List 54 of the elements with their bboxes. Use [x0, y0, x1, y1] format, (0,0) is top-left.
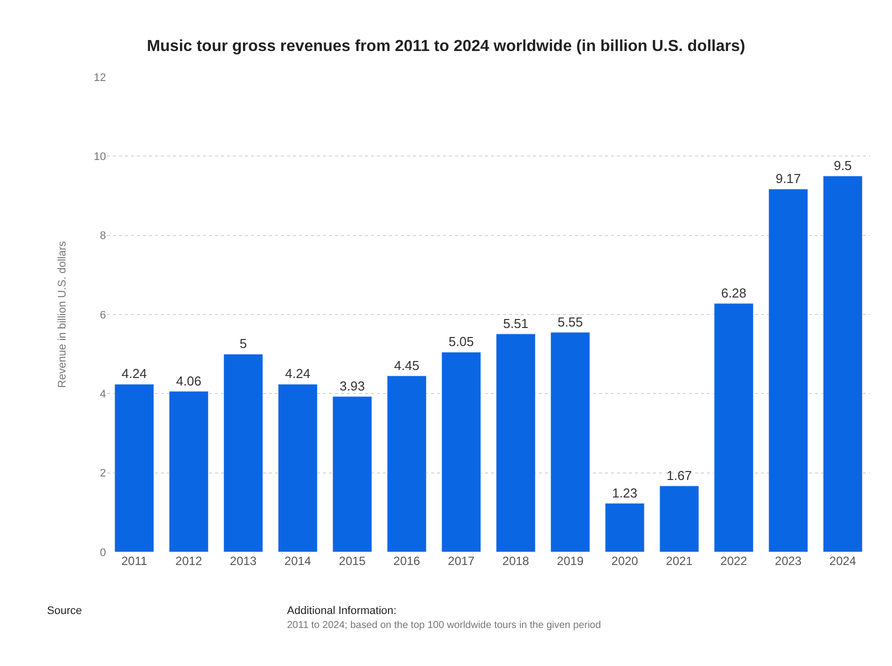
y-tick-label: 6 — [100, 309, 106, 322]
bar — [278, 384, 318, 552]
x-tick-label: 2019 — [556, 554, 584, 568]
data-label: 5.05 — [448, 334, 474, 350]
x-tick-label: 2017 — [448, 554, 475, 568]
x-tick-label: 2020 — [611, 554, 638, 568]
y-tick-label: 0 — [100, 546, 106, 559]
x-tick-label: 2013 — [230, 554, 257, 568]
data-label: 4.45 — [394, 358, 420, 373]
data-label: 4.24 — [285, 366, 310, 382]
bar — [332, 396, 372, 552]
x-tick-label: 2011 — [121, 554, 148, 568]
data-label: 1.67 — [666, 468, 692, 483]
y-tick-label: 12 — [94, 72, 106, 84]
data-label: 1.23 — [612, 485, 638, 500]
text: Source — [47, 605, 82, 617]
bar — [714, 303, 754, 552]
x-tick-label: 2012 — [175, 554, 202, 568]
text: Additional Information: — [287, 605, 396, 617]
bar — [822, 176, 863, 552]
x-tick-label: 2023 — [774, 554, 802, 568]
y-tick-label: 4 — [100, 388, 106, 401]
y-tick-label: 10 — [94, 151, 106, 164]
y-axis-title: Revenue in billion U.S. dollars — [56, 240, 68, 388]
data-label: 4.06 — [176, 373, 202, 388]
bar — [659, 486, 700, 552]
x-tick-label: 2022 — [720, 554, 748, 568]
data-label: 5.55 — [558, 314, 583, 330]
bar — [768, 188, 808, 552]
y-tick-label: 8 — [100, 230, 106, 242]
bar — [441, 352, 482, 552]
x-tick-label: 2024 — [829, 554, 856, 568]
bar — [496, 334, 536, 552]
bar — [386, 376, 427, 552]
data-label: 9.5 — [834, 158, 852, 173]
x-tick-label: 2021 — [666, 554, 693, 568]
bar — [168, 391, 209, 552]
bar — [114, 384, 154, 552]
data-label: 3.93 — [340, 378, 365, 394]
data-label: 4.24 — [122, 366, 147, 382]
data-label: 5.51 — [503, 316, 528, 331]
data-label: 6.28 — [721, 285, 746, 300]
x-tick-label: 2015 — [338, 554, 366, 568]
text: 2011 to 2024; based on the top 100 worldwide tours in the given period — [287, 620, 601, 631]
x-tick-label: 2016 — [393, 554, 420, 568]
x-tick-label: 2018 — [502, 554, 530, 568]
bar — [550, 332, 590, 552]
x-tick-label: 2014 — [284, 554, 312, 568]
bar — [223, 354, 264, 552]
data-label: 5 — [240, 336, 247, 352]
y-tick-label: 2 — [100, 468, 106, 480]
bar — [604, 503, 645, 552]
chart-title: Music tour gross revenues from 2011 to 2024 worldwide (in billion U.S. dollars) — [146, 38, 746, 56]
data-label: 9.17 — [776, 171, 801, 186]
